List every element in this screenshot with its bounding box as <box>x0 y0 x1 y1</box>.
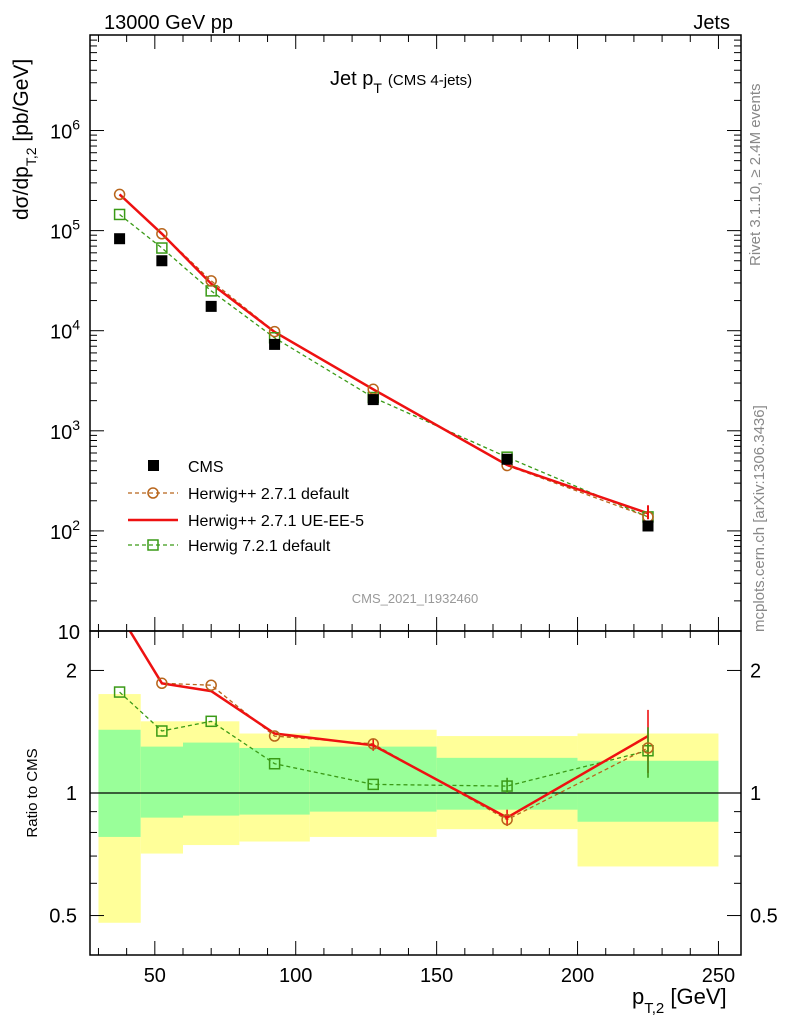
header-left: 13000 GeV pp <box>104 12 233 34</box>
ratio-series-lines <box>113 609 654 826</box>
ratio-band-inner <box>140 746 183 818</box>
ratio-herwig7-line <box>119 691 649 787</box>
ratio-y-tick-label: 1 <box>66 783 77 805</box>
legend-marker-herwig7-default <box>147 539 159 551</box>
ratio-y-tick-label: 2 <box>66 660 77 682</box>
cms-data-point <box>501 453 513 465</box>
ratio-panel: 0.5 0.5 1 1 2 2 50 100 150 200 250 Ratio to CMS p… <box>24 609 778 1017</box>
herwigpp-default-point <box>205 275 217 287</box>
x-tick-label: 150 <box>420 965 453 987</box>
x-tick-label: 200 <box>561 965 594 987</box>
x-tick-label: 100 <box>279 965 312 987</box>
herwig7-point <box>113 208 126 221</box>
ratio-herwig7-point <box>113 686 126 698</box>
legend-marker-cms <box>148 460 159 471</box>
analysis-tag: CMS_2021_I1932460 <box>352 591 479 606</box>
ratio-y-tick-label-right: 1 <box>750 783 761 805</box>
ratio-herwigpp-default-point <box>501 813 513 826</box>
ratio-band-inner <box>239 747 310 815</box>
ratio-band-inner <box>183 742 240 816</box>
main-y-tick-label: 104 <box>50 317 80 344</box>
x-tick-label: 250 <box>702 965 735 987</box>
legend-label-herwigpp-ueee5: Herwig++ 2.7.1 UE-EE-5 <box>188 513 364 530</box>
herwigpp-default-point <box>156 228 168 240</box>
series-herwigpp-ueee5-line <box>118 193 649 515</box>
legend-label-herwigpp-default: Herwig++ 2.7.1 default <box>188 486 350 503</box>
legend-marker-herwigpp-default <box>147 487 159 499</box>
ratio-herwigpp-default-point <box>115 609 125 619</box>
ratio-y-tick-label-right: 0.5 <box>750 906 778 928</box>
legend-label-cms: CMS <box>188 459 224 476</box>
cms-data-point <box>205 300 217 312</box>
ratio-y-tick-label: 0.5 <box>49 906 77 928</box>
ratio-herwigpp-default-point <box>367 738 379 750</box>
ratio-herwigpp-default-point <box>268 730 281 742</box>
series-herwig7-line <box>119 213 649 518</box>
ratio-herwig7-point <box>156 725 168 737</box>
cms-data-point <box>642 520 654 532</box>
cms-data-point <box>114 233 126 245</box>
ratio-band-inner <box>98 729 141 837</box>
x-tick-label: 50 <box>144 965 166 987</box>
main-panel: 10 102 103 104 105 106 Jet pT (CMS 4-jets) dσ/… <box>10 34 742 644</box>
ratio-herwig7-point <box>367 778 379 791</box>
main-series <box>113 188 654 532</box>
main-title: Jet pT (CMS 4-jets) <box>330 68 472 96</box>
main-y-tick-label: 102 <box>50 517 80 544</box>
cms-data-point <box>156 255 168 267</box>
herwig7-point <box>156 242 168 254</box>
ratio-herwig7-point <box>268 757 281 770</box>
ratio-herwigpp-default-point <box>156 677 168 690</box>
ratio-y-axis: 0.5 0.5 1 1 2 2 <box>49 660 778 956</box>
main-y-tick-label: 10 <box>58 622 80 644</box>
ratio-series <box>113 609 654 826</box>
main-x-axis <box>97 35 719 631</box>
ratio-herwig7-point <box>501 780 513 792</box>
main-y-tick-label: 105 <box>50 217 80 244</box>
main-y-tick-label: 106 <box>50 117 80 144</box>
legend-label-herwig7-default: Herwig 7.2.1 default <box>188 538 331 555</box>
legend: CMS Herwig++ 2.7.1 default Herwig++ 2.7.… <box>128 459 364 555</box>
ratio-x-axis: 50 100 150 200 250 <box>97 631 735 987</box>
cms-data-point <box>269 338 281 350</box>
header-right: Jets <box>693 12 730 34</box>
ratio-y-tick-label-right: 2 <box>750 660 761 682</box>
cms-data-point <box>367 394 379 406</box>
main-y-label: dσ/dpT,2 [pb/GeV] <box>10 59 39 220</box>
ratio-herwig7-point <box>205 715 217 728</box>
ratio-herwigpp-default-point <box>642 742 654 754</box>
herwigpp-default-point <box>268 325 281 338</box>
ratio-bands <box>98 694 719 923</box>
main-y-axis: 10 102 103 104 105 106 <box>50 34 741 644</box>
main-y-tick-label: 103 <box>50 417 80 444</box>
ratio-herwigpp-default-point <box>205 679 217 691</box>
x-axis-label: pT,2 [GeV] <box>632 984 727 1017</box>
ratio-y-label: Ratio to CMS <box>24 748 41 837</box>
rivet-label: Rivet 3.1.10, ≥ 2.4M events <box>747 84 764 267</box>
herwigpp-default-point <box>113 188 126 201</box>
mcplots-label: mcplots.cern.ch [arXiv:1306.3436] <box>751 405 768 632</box>
